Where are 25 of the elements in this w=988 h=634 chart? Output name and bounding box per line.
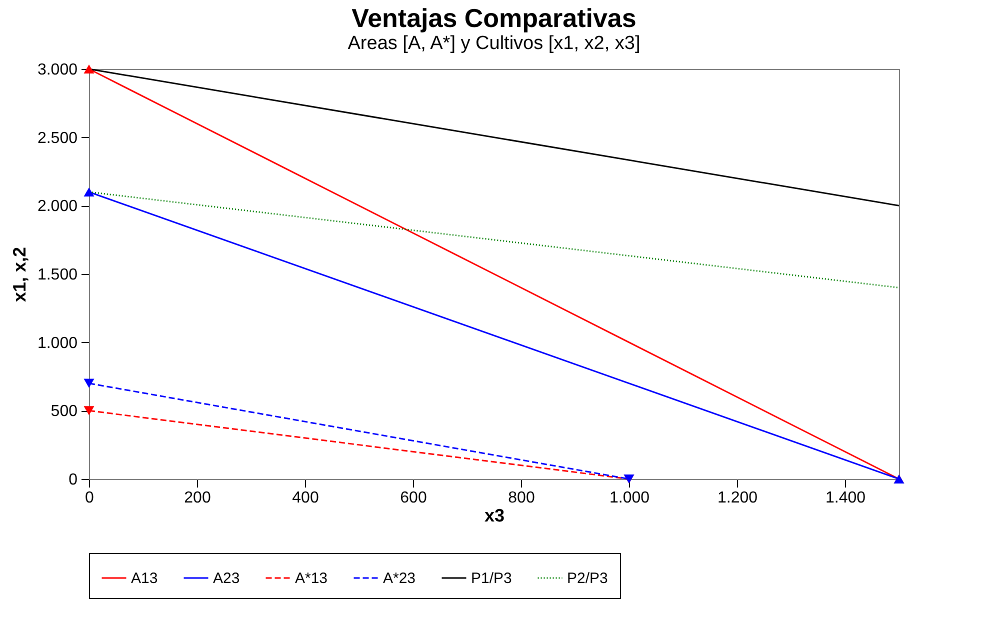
- x-tick-label: 1.200: [717, 490, 758, 506]
- legend-label: A13: [131, 570, 158, 587]
- x-tick-label: 1.400: [825, 490, 866, 506]
- x-tick-label: 1.000: [609, 490, 650, 506]
- legend-label: A*23: [383, 570, 416, 587]
- legend-label: P2/P3: [567, 570, 608, 587]
- chart-title: Ventajas Comparativas: [352, 3, 636, 33]
- y-tick-label: 500: [50, 403, 78, 420]
- chart-subtitle: Areas [A, A*] y Cultivos [x1, x2, x3]: [348, 33, 640, 54]
- y-tick-label: 0: [68, 472, 78, 488]
- y-tick-label: 1.500: [37, 266, 78, 284]
- x-tick-label: 600: [400, 490, 427, 506]
- x-tick-label: 800: [508, 490, 535, 506]
- x-tick-label: 400: [292, 490, 319, 506]
- y-tick-label: 3.000: [37, 62, 78, 78]
- legend-label: P1/P3: [471, 570, 512, 587]
- y-tick-label: 2.000: [37, 198, 78, 216]
- legend-label: A*13: [295, 570, 328, 587]
- x-tick-label: 200: [184, 490, 211, 506]
- y-axis-title: x1, x,2: [9, 246, 30, 302]
- x-axis-title: x3: [484, 506, 505, 526]
- x-tick-label: 0: [85, 490, 94, 506]
- legend-label: A23: [213, 570, 240, 587]
- y-tick-label: 1.000: [37, 334, 78, 352]
- y-tick-label: 2.500: [37, 130, 78, 147]
